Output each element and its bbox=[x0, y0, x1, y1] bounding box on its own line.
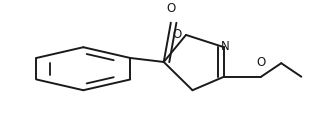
Text: O: O bbox=[172, 28, 181, 41]
Text: O: O bbox=[166, 2, 175, 15]
Text: O: O bbox=[256, 56, 266, 69]
Text: N: N bbox=[221, 40, 230, 53]
